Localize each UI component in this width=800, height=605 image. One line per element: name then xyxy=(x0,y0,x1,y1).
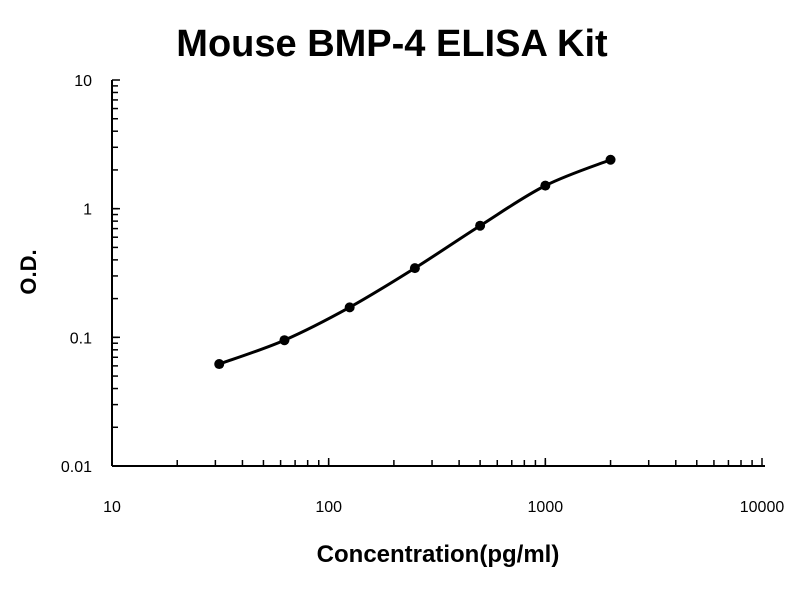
data-point xyxy=(344,302,355,313)
y-tick-label: 10 xyxy=(74,73,92,90)
x-tick-label: 1000 xyxy=(528,499,564,516)
data-point xyxy=(540,180,551,191)
data-point xyxy=(475,220,486,231)
data-point xyxy=(214,359,225,370)
y-tick-label: 0.01 xyxy=(61,459,92,476)
data-point xyxy=(605,154,616,165)
chart-title: Mouse BMP-4 ELISA Kit xyxy=(176,23,608,65)
data-point xyxy=(279,335,290,346)
standard-curve-line xyxy=(218,158,612,366)
y-tick-label: 0.1 xyxy=(70,330,92,347)
x-tick-label: 10000 xyxy=(740,499,785,516)
x-tick-label: 100 xyxy=(315,499,342,516)
y-tick-label: 1 xyxy=(83,202,92,219)
y-axis-label: O.D. xyxy=(16,249,41,294)
x-axis-label: Concentration(pg/ml) xyxy=(317,541,560,568)
x-tick-label: 10 xyxy=(103,499,121,516)
data-point xyxy=(409,263,420,274)
